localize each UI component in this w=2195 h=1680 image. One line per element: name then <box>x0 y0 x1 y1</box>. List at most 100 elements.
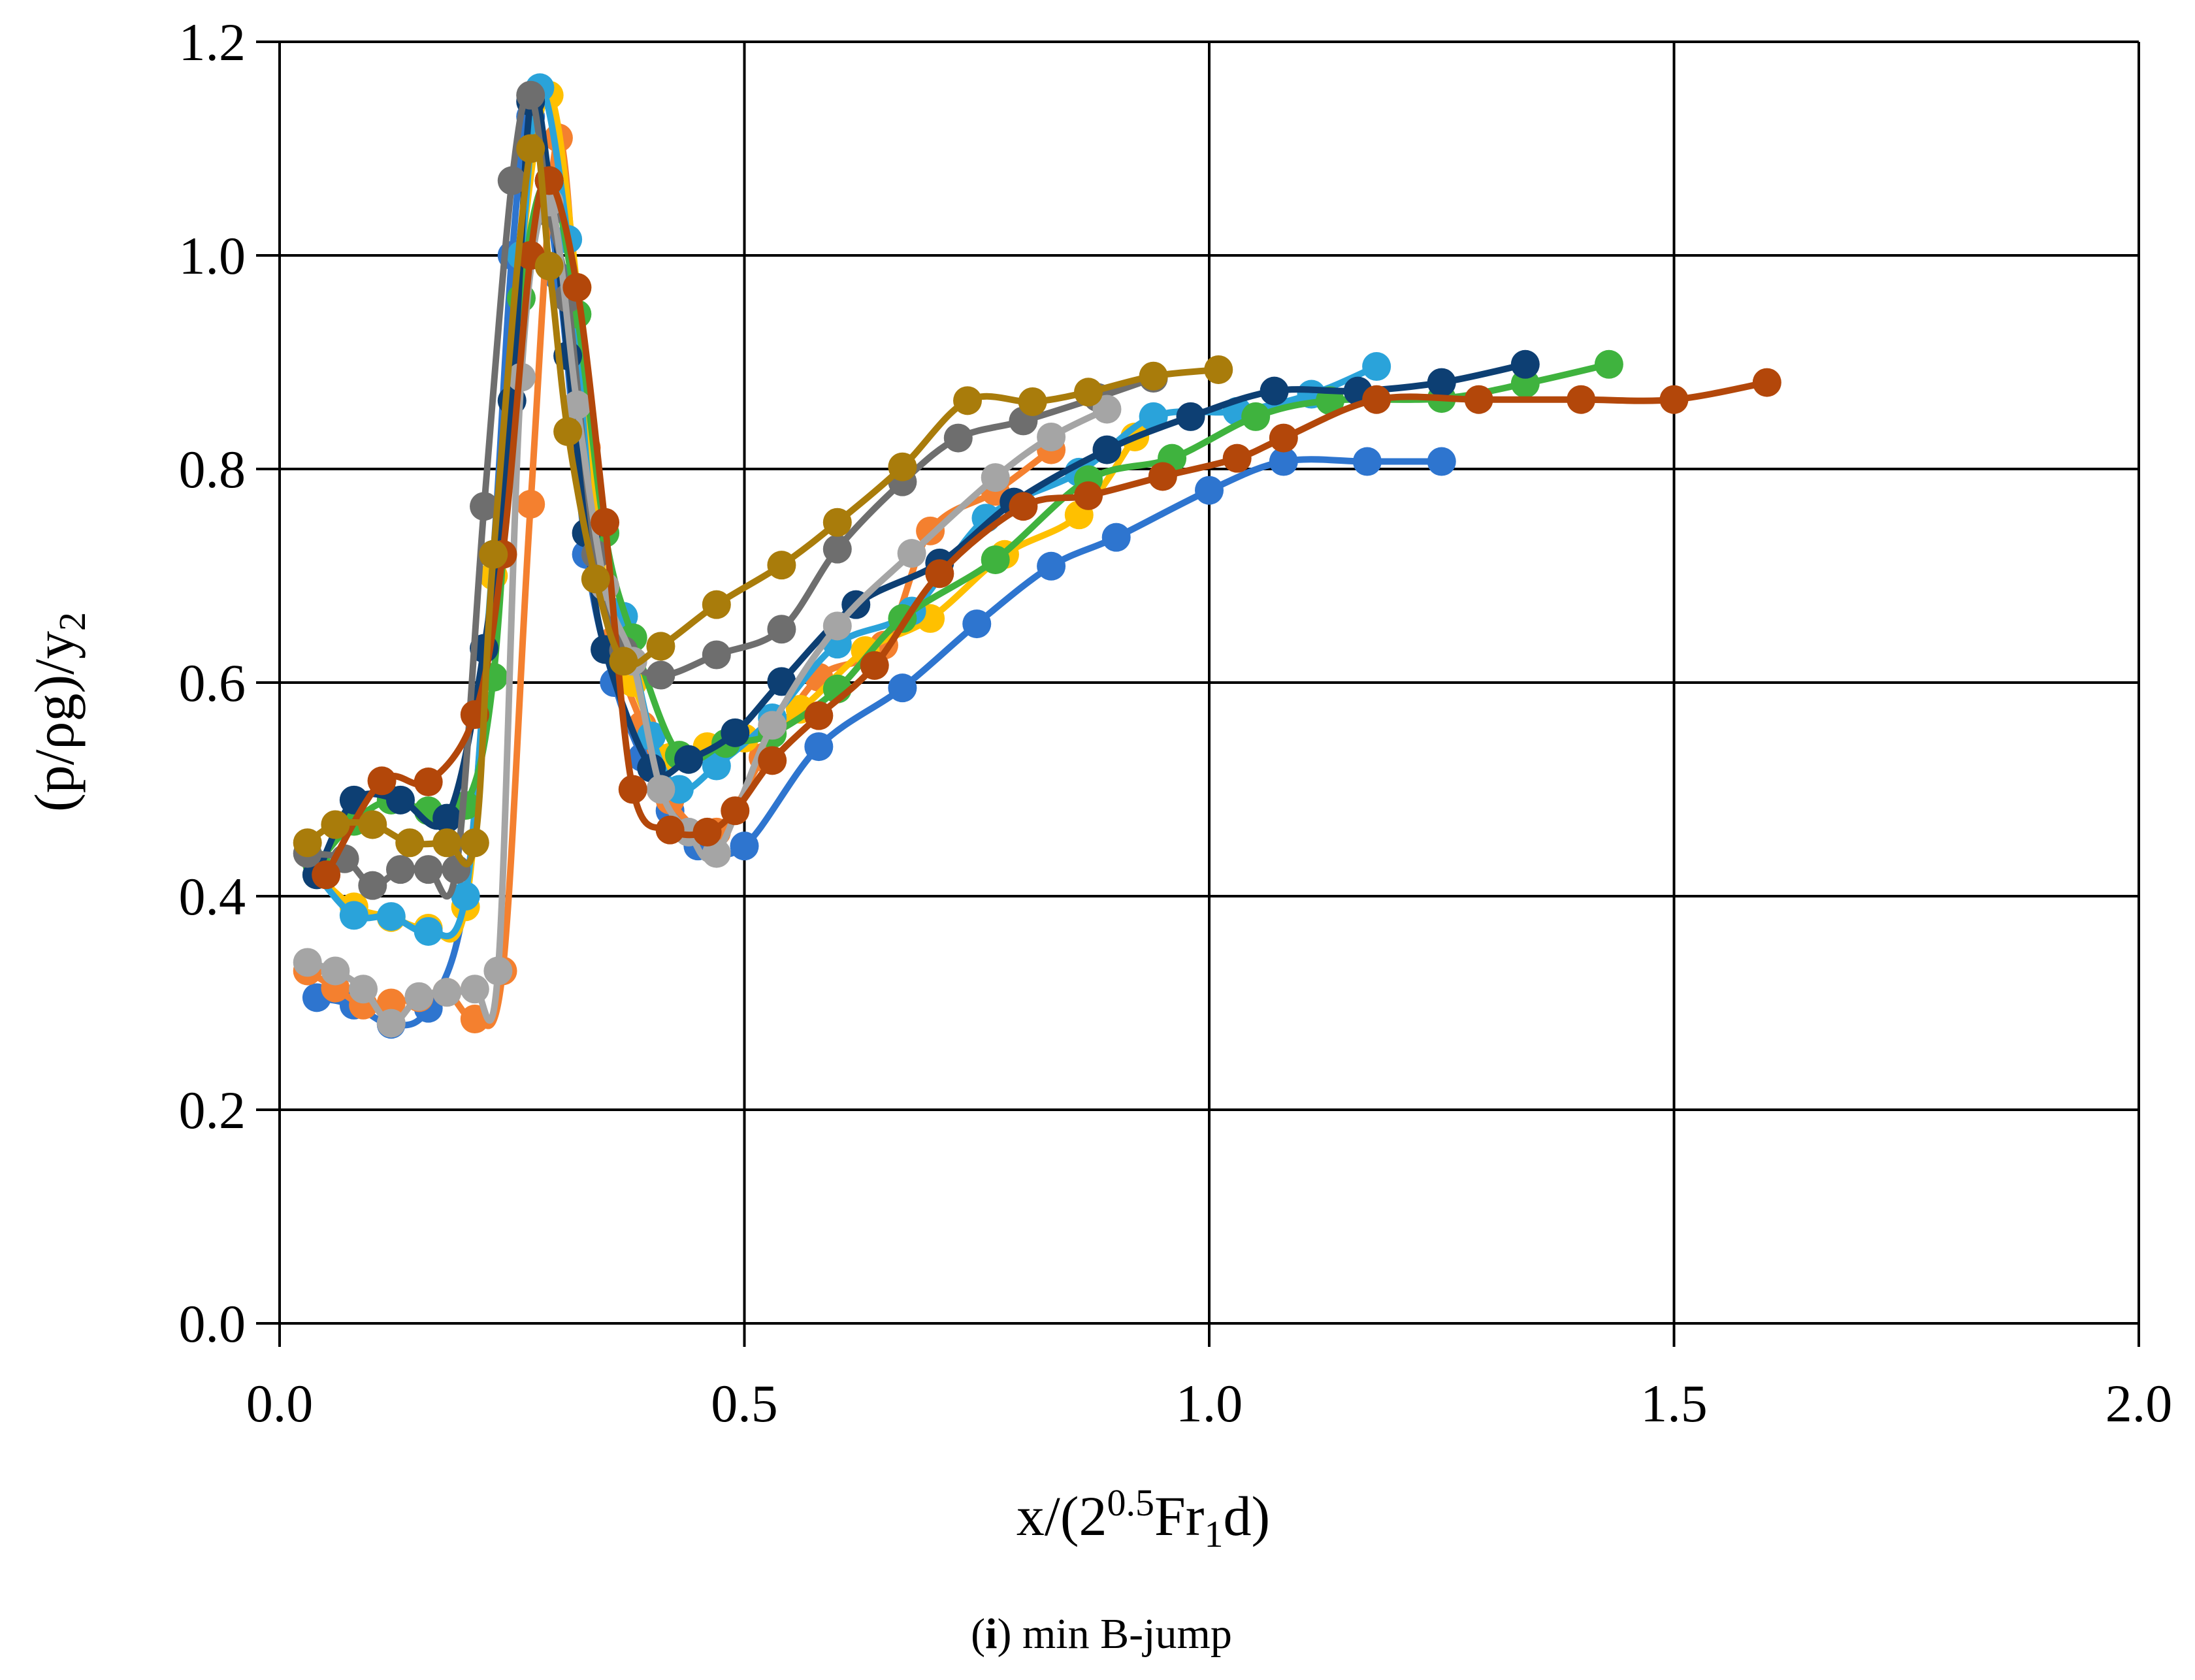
series-7-point <box>822 534 852 564</box>
series-8-point <box>758 711 787 740</box>
series-5-point <box>1594 349 1623 379</box>
series-5-point <box>1241 402 1271 431</box>
y-tick-label: 1.0 <box>179 226 246 285</box>
series-1-point <box>1195 476 1224 505</box>
x-tick-label: 1.5 <box>1640 1374 1708 1433</box>
series-9-point <box>655 815 685 845</box>
series-9-point <box>414 767 443 797</box>
series-1-point <box>1269 447 1298 476</box>
series-6-point <box>1092 435 1122 464</box>
series-10-point <box>432 828 462 858</box>
series-10-point <box>534 251 564 281</box>
series-8-point <box>349 975 378 1004</box>
series-10-point <box>395 828 425 858</box>
series-9-point <box>692 817 722 847</box>
series-10-point <box>822 508 852 537</box>
series-7-point <box>442 855 471 884</box>
series-8-point <box>981 463 1010 493</box>
series-6-point <box>1427 368 1456 397</box>
series-8-point <box>293 948 322 977</box>
series-9-point <box>1222 444 1252 473</box>
x-tick-label: 1.0 <box>1176 1374 1243 1433</box>
series-10-point <box>293 828 322 858</box>
series-10-point <box>460 828 489 858</box>
series-6-point <box>767 667 796 696</box>
series-10-point <box>1204 355 1233 384</box>
series-2-point <box>916 516 945 545</box>
series-4-point <box>1139 402 1168 431</box>
series-1-point <box>1101 523 1131 552</box>
series-9-point <box>312 860 341 890</box>
series-9-point <box>804 701 834 730</box>
series-7-point <box>414 855 443 884</box>
series-10-point <box>953 386 983 415</box>
series-8-point <box>1092 395 1122 424</box>
series-6-point <box>1260 376 1289 406</box>
series-9-point <box>1148 462 1177 491</box>
series-6-point <box>721 718 750 747</box>
series-2-point <box>376 988 406 1018</box>
series-4-point <box>414 916 443 946</box>
series-4-point <box>451 882 480 911</box>
series-2-point <box>516 489 545 519</box>
series-10-point <box>609 647 638 676</box>
x-tick-label: 2.0 <box>2106 1374 2173 1433</box>
series-5-point <box>981 545 1010 574</box>
series-8-point <box>1037 422 1066 451</box>
series-10-point <box>321 810 350 839</box>
series-9-point <box>367 766 397 796</box>
series-7-point <box>516 80 545 110</box>
series-8-point <box>897 539 926 568</box>
series-9-point <box>618 775 647 804</box>
series-6-point <box>432 803 462 833</box>
series-9 <box>312 166 1781 890</box>
series-9-point <box>562 273 592 302</box>
series-7-point <box>646 660 675 690</box>
series-7-point <box>767 615 796 644</box>
series-9-point <box>1009 492 1038 521</box>
y-axis-title: (p/ρg)/y2 <box>23 612 93 812</box>
y-tick-label: 0.6 <box>179 653 246 713</box>
series-8-point <box>432 978 462 1007</box>
series-10-point <box>479 540 508 569</box>
series-8-point <box>460 975 489 1004</box>
series-1-point <box>1352 447 1382 476</box>
series-4-point <box>339 901 368 930</box>
y-tick-label: 0.8 <box>179 440 246 499</box>
chart-caption: (i) min B-jump <box>971 1610 1232 1658</box>
series-8-point <box>562 390 592 419</box>
series-9-point <box>591 508 620 537</box>
series-9-point <box>1269 423 1298 453</box>
series-6-point <box>1176 402 1205 431</box>
series-10-point <box>646 632 675 661</box>
series-1-point <box>804 732 834 762</box>
series-9-point <box>758 746 787 775</box>
series-1-point <box>962 609 992 639</box>
series-6-point <box>385 785 415 815</box>
series-10-point <box>1074 378 1103 407</box>
series-layer <box>293 73 1781 1039</box>
series-8-point <box>646 775 675 804</box>
series-10-point <box>702 590 731 619</box>
series-6-point <box>1510 349 1540 379</box>
series-9-point <box>925 559 954 589</box>
series-8-point <box>404 982 434 1011</box>
series-8-point <box>376 1009 406 1038</box>
series-7-point <box>385 855 415 884</box>
x-tick-label: 0.0 <box>246 1374 314 1433</box>
series-7-point <box>943 423 973 453</box>
series-8-point <box>321 956 350 986</box>
series-9-point <box>1074 481 1103 510</box>
axes: 0.0 0.2 0.4 0.6 0.8 1.0 1.2 0.0 0.5 1.0 1.5 2.0 <box>179 12 2173 1433</box>
y-tick-label: 0.0 <box>179 1294 246 1353</box>
series-8-point <box>822 611 852 641</box>
series-7-point <box>358 871 387 900</box>
series-10-point <box>1018 387 1047 416</box>
y-tick-label: 0.4 <box>179 867 246 926</box>
series-1-point <box>730 832 759 861</box>
series-9-point <box>1567 385 1596 414</box>
series-4-point <box>376 902 406 931</box>
y-tick-label: 0.2 <box>179 1080 246 1140</box>
series-10-point <box>581 564 610 594</box>
